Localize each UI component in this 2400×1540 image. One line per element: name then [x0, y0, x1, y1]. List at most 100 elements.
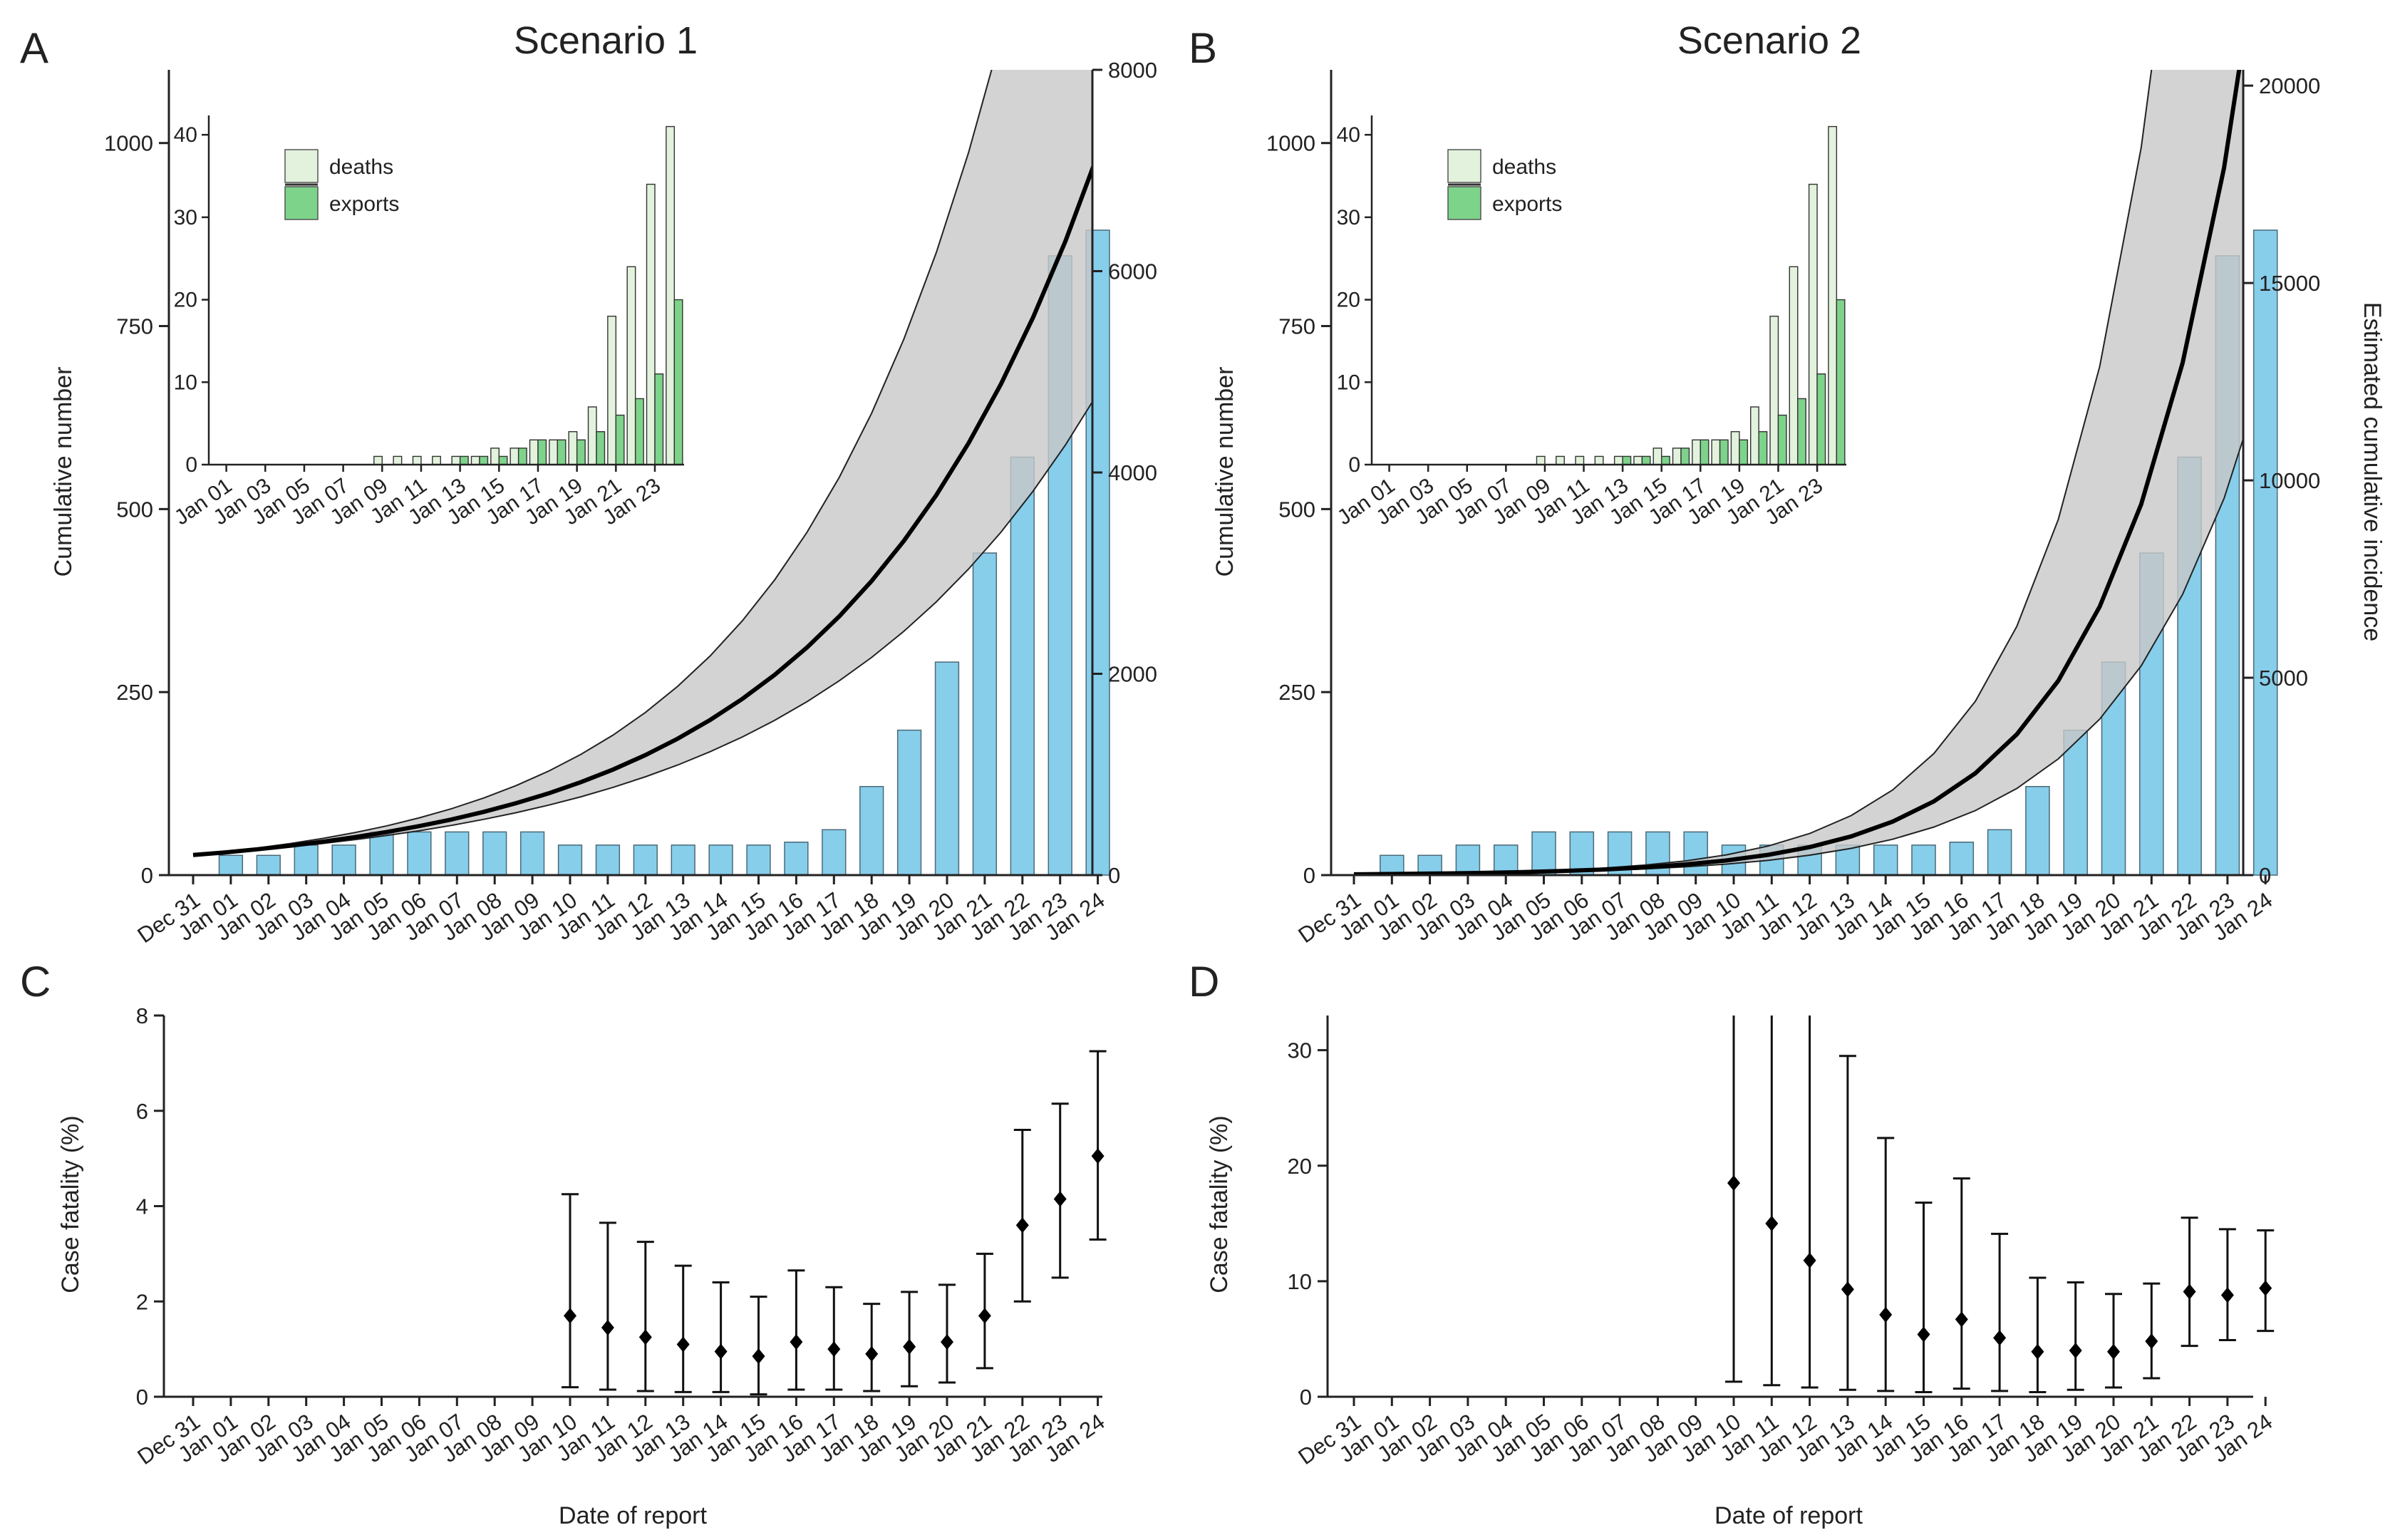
deaths-bar-jan-22 [1789, 266, 1799, 465]
estimate-marker [827, 1341, 841, 1358]
estimate-marker [2183, 1283, 2196, 1300]
legend-label-exports: exports [329, 192, 399, 216]
point-jan-18 [863, 1303, 881, 1392]
point-jan-21 [2143, 1282, 2161, 1380]
point-jan-17 [1991, 1232, 2009, 1392]
legend-swatch-exports [1447, 186, 1481, 220]
estimate-marker [790, 1334, 803, 1350]
point-jan-16 [1952, 1177, 1970, 1390]
deaths-bar-jan-15 [490, 448, 500, 465]
inset-legend: deaths exports [1447, 149, 1562, 220]
ylabel-c: Case fatality (%) [57, 1115, 84, 1293]
deaths-bar-jan-20 [587, 406, 597, 465]
estimate-marker [2069, 1343, 2082, 1359]
exports-bar-jan-22 [1797, 398, 1806, 465]
exports-bar-jan-14 [1641, 455, 1651, 465]
bar-jan-17 [1987, 829, 2012, 876]
point-jan-10 [562, 1193, 579, 1389]
inset-ytick-label-10: 10 [1337, 371, 1360, 394]
estimate-marker [1879, 1306, 1893, 1323]
bar-jan-12 [633, 844, 658, 876]
point-jan-12 [1801, 1016, 1819, 1389]
deaths-bar-jan-19 [568, 431, 578, 465]
inset-ytick-label-20: 20 [1337, 289, 1360, 312]
inset-ytick-label-30: 30 [174, 206, 197, 229]
ytick-label-30: 30 [1288, 1038, 1312, 1063]
inset-ytick-label-0: 0 [185, 453, 197, 477]
point-jan-22 [1013, 1129, 1031, 1303]
deaths-bar-jan-14 [470, 455, 480, 465]
right-tick-label-5000: 5000 [2259, 666, 2308, 691]
bar-jan-16 [1949, 842, 1975, 876]
inset-ytick-label-30: 30 [1337, 206, 1360, 229]
bar-jan-17 [822, 829, 847, 876]
legend-swatch-deaths [1447, 149, 1481, 183]
bar-jan-18 [2025, 785, 2050, 876]
deaths-bar-jan-24 [666, 125, 676, 465]
bar-jan-13 [671, 844, 695, 876]
bar-jan-08 [482, 831, 507, 876]
estimate-marker [865, 1345, 879, 1362]
deaths-bar-jan-17 [1692, 439, 1701, 465]
panel-b-chart: 0250500750100005000100001500020000Dec 31… [1266, 70, 2320, 948]
estimate-marker [978, 1308, 991, 1324]
legend-label-exports: exports [1492, 192, 1562, 216]
lower-bound-line [192, 400, 1092, 856]
deaths-bar-jan-09 [373, 455, 383, 465]
inset-ytick-label-40: 40 [174, 123, 197, 147]
ylabel-b: Cumulative number [1211, 367, 1238, 577]
exports-bar-jan-13 [459, 455, 469, 465]
point-jan-23 [2218, 1228, 2236, 1342]
deaths-bar-jan-22 [626, 266, 636, 465]
right-tick-label-4000: 4000 [1108, 460, 1157, 485]
exports-bar-jan-15 [1660, 455, 1670, 465]
point-jan-20 [938, 1283, 956, 1384]
bar-jan-07 [445, 831, 470, 876]
exports-bar-jan-16 [1680, 448, 1690, 465]
legend-label-deaths: deaths [329, 155, 393, 179]
inset-legend: deaths exports [284, 149, 399, 220]
deaths-bar-jan-23 [646, 183, 656, 465]
exports-bar-jan-21 [615, 414, 625, 465]
estimate-marker [903, 1338, 916, 1355]
confidence-band [193, 70, 1092, 855]
deaths-bar-jan-10 [1556, 455, 1565, 465]
estimate-marker [601, 1320, 614, 1336]
estimate-marker [1841, 1281, 1854, 1298]
inset-ytick-label-20: 20 [174, 289, 197, 312]
exports-bar-jan-16 [517, 448, 527, 465]
bar-jan-14 [708, 844, 733, 876]
inset-ytick-label-10: 10 [174, 371, 197, 394]
ytick-label-750: 750 [116, 314, 153, 339]
bar-jan-04 [331, 844, 356, 876]
exports-bar-jan-23 [654, 373, 664, 465]
deaths-bar-jan-20 [1750, 406, 1759, 465]
ytick-label-10: 10 [1288, 1269, 1312, 1294]
panel-letter-a: A [20, 24, 48, 72]
ytick-label-0: 0 [136, 1385, 148, 1410]
deaths-bar-jan-13 [451, 455, 461, 465]
point-jan-14 [712, 1281, 730, 1393]
estimate-marker [1955, 1311, 1968, 1328]
bar-jan-15 [746, 844, 771, 876]
deaths-bar-jan-23 [1808, 183, 1818, 465]
ytick-label-250: 250 [116, 680, 153, 705]
upper-bound-line [192, 70, 993, 856]
point-jan-14 [1877, 1137, 1895, 1392]
bar-jan-20 [934, 661, 960, 876]
panel-letter-d: D [1189, 958, 1219, 1006]
median-curve [1353, 70, 2242, 875]
point-jan-11 [1763, 1016, 1781, 1387]
bar-jan-01 [218, 854, 244, 876]
right-tick-label-8000: 8000 [1108, 58, 1157, 83]
exports-bar-jan-20 [596, 431, 606, 465]
right-tick-label-20000: 20000 [2259, 73, 2320, 98]
bar-jan-04 [1493, 844, 1519, 876]
right-tick-label-10000: 10000 [2259, 468, 2320, 493]
estimate-marker [1727, 1175, 1740, 1192]
bar-jan-09 [1683, 831, 1708, 876]
